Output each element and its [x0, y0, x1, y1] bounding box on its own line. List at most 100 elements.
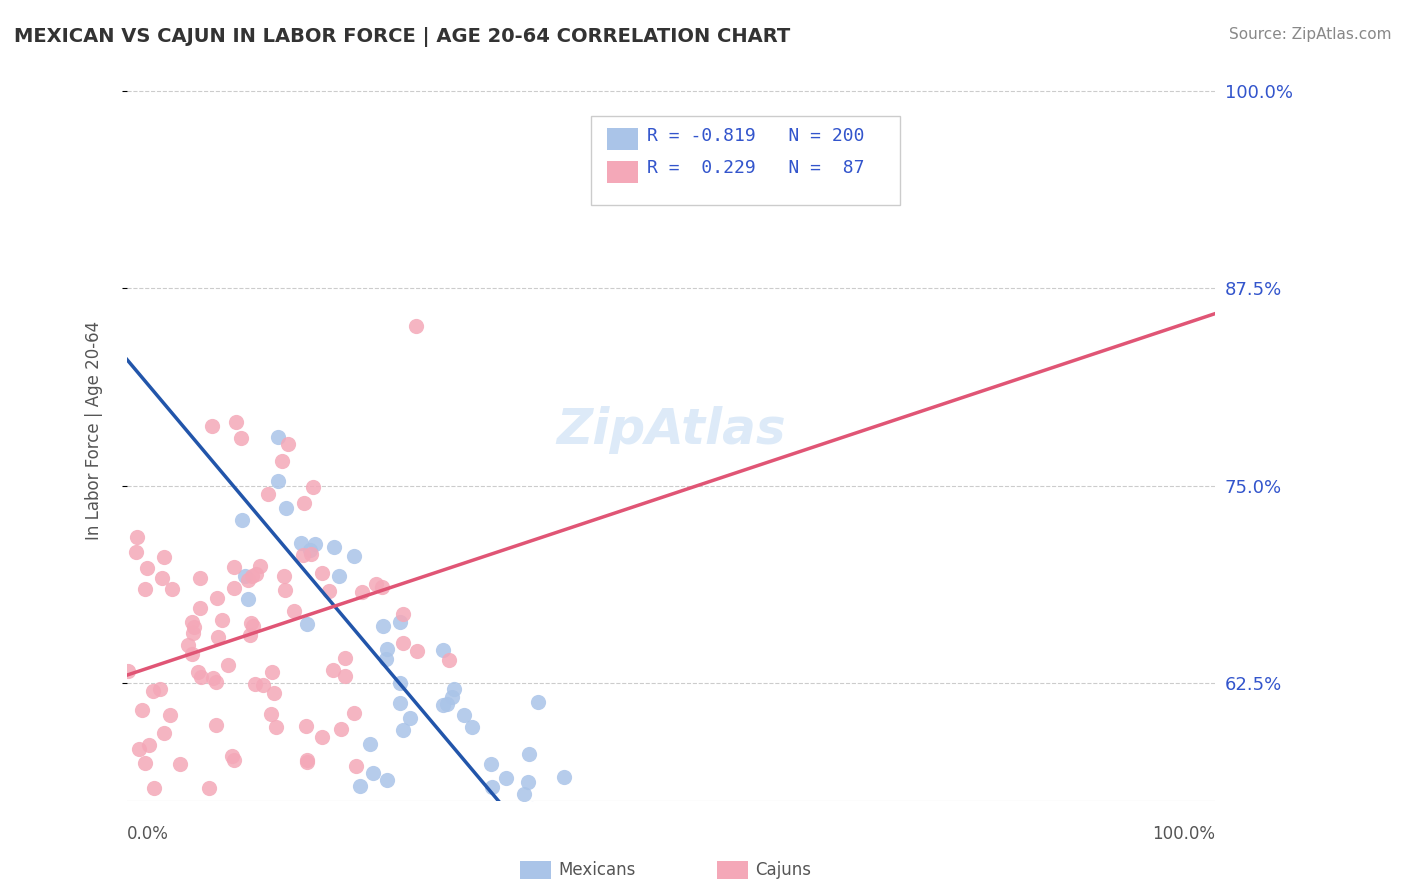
Mexicans — [533, 888, 555, 892]
Cajuns — [128, 742, 150, 756]
Cajuns — [364, 577, 387, 591]
Cajuns — [127, 530, 149, 544]
Cajuns — [183, 625, 205, 640]
Mexicans — [436, 698, 458, 712]
Text: Mexicans: Mexicans — [558, 861, 636, 879]
Cajuns — [274, 583, 297, 598]
Cajuns — [149, 681, 172, 696]
Mexicans — [576, 822, 599, 837]
Mexicans — [266, 474, 288, 488]
Cajuns — [222, 581, 245, 595]
Mexicans — [481, 780, 503, 794]
Mexicans — [553, 850, 575, 864]
Mexicans — [592, 839, 614, 854]
Mexicans — [389, 676, 412, 690]
Mexicans — [506, 883, 529, 892]
Cajuns — [335, 668, 357, 682]
Cajuns — [153, 550, 176, 565]
Mexicans — [524, 834, 547, 848]
Cajuns — [297, 752, 319, 766]
Cajuns — [242, 618, 264, 632]
Text: 0.0%: 0.0% — [127, 825, 169, 843]
Cajuns — [229, 430, 252, 444]
Cajuns — [330, 722, 353, 736]
Cajuns — [125, 545, 148, 559]
Cajuns — [239, 627, 262, 641]
Cajuns — [211, 614, 233, 628]
Cajuns — [262, 665, 284, 679]
Cajuns — [249, 559, 271, 574]
Mexicans — [517, 747, 540, 762]
Cajuns — [264, 720, 287, 734]
Mexicans — [373, 619, 395, 633]
Mexicans — [502, 814, 524, 829]
Cajuns — [205, 674, 228, 689]
Cajuns — [350, 585, 373, 599]
Cajuns — [221, 749, 243, 764]
Cajuns — [205, 591, 228, 605]
Mexicans — [440, 690, 463, 705]
Cajuns — [180, 647, 202, 661]
Mexicans — [375, 642, 398, 657]
Mexicans — [323, 540, 346, 554]
Mexicans — [534, 869, 557, 883]
Mexicans — [233, 569, 256, 583]
Cajuns — [169, 756, 191, 771]
Cajuns — [138, 738, 160, 752]
Cajuns — [297, 756, 319, 770]
Mexicans — [489, 849, 512, 863]
Cajuns — [311, 730, 333, 744]
Mexicans — [343, 549, 366, 563]
Cajuns — [311, 566, 333, 581]
Mexicans — [432, 643, 454, 657]
Cajuns — [153, 725, 176, 739]
Mexicans — [297, 617, 319, 632]
Cajuns — [217, 657, 239, 672]
Mexicans — [443, 682, 465, 697]
Cajuns — [146, 854, 169, 868]
Mexicans — [453, 708, 475, 723]
Text: R = -0.819   N = 200: R = -0.819 N = 200 — [647, 127, 865, 145]
Cajuns — [405, 319, 427, 334]
Cajuns — [343, 706, 366, 720]
Cajuns — [437, 652, 460, 666]
Mexicans — [512, 787, 534, 801]
Cajuns — [260, 707, 283, 722]
Mexicans — [236, 592, 259, 607]
Mexicans — [501, 865, 523, 880]
Y-axis label: In Labor Force | Age 20-64: In Labor Force | Age 20-64 — [86, 321, 103, 540]
Mexicans — [374, 651, 396, 665]
Cajuns — [224, 560, 246, 574]
Mexicans — [304, 537, 326, 551]
Mexicans — [361, 766, 384, 780]
Cajuns — [333, 650, 356, 665]
Cajuns — [294, 718, 316, 732]
Mexicans — [359, 737, 381, 751]
Cajuns — [131, 703, 153, 717]
Cajuns — [322, 664, 344, 678]
Mexicans — [558, 812, 581, 826]
Mexicans — [388, 615, 411, 630]
Cajuns — [271, 454, 294, 468]
Cajuns — [273, 568, 295, 582]
Cajuns — [318, 583, 340, 598]
Mexicans — [517, 775, 540, 789]
Cajuns — [183, 620, 205, 634]
Mexicans — [495, 771, 517, 785]
Cajuns — [344, 758, 367, 772]
Cajuns — [117, 664, 139, 678]
Mexicans — [550, 883, 572, 892]
Cajuns — [187, 665, 209, 679]
Cajuns — [150, 821, 173, 835]
Cajuns — [142, 683, 165, 698]
Cajuns — [205, 718, 228, 732]
Cajuns — [245, 566, 267, 581]
Cajuns — [392, 607, 415, 622]
Cajuns — [292, 496, 315, 510]
Cajuns — [302, 480, 325, 494]
Mexicans — [298, 543, 321, 558]
Mexicans — [586, 844, 609, 858]
Cajuns — [263, 686, 285, 700]
Mexicans — [349, 780, 371, 794]
Mexicans — [432, 698, 454, 713]
